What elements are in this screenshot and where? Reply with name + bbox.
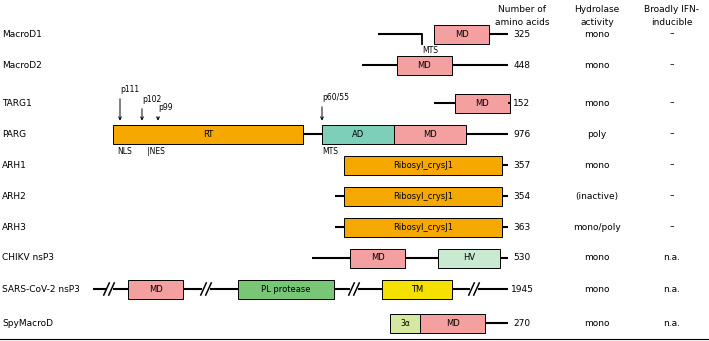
Text: HV: HV [463,253,475,263]
Text: MD: MD [476,99,489,107]
Text: |NES: |NES [147,147,165,155]
Text: 357: 357 [513,161,530,169]
Text: MD: MD [418,60,431,70]
Text: (inactive): (inactive) [576,192,618,201]
Bar [344,187,502,206]
Text: mono: mono [584,60,610,70]
Bar [434,25,489,44]
Bar [382,280,452,298]
Bar [397,56,452,74]
Text: NLS: NLS [117,147,132,155]
Text: 1945: 1945 [510,284,533,294]
Text: TM: TM [411,284,423,294]
Text: AD: AD [352,130,364,138]
Text: mono: mono [584,99,610,107]
Text: mono: mono [584,253,610,263]
Text: MD: MD [446,318,459,327]
Text: p102: p102 [142,95,161,104]
Text: ARH3: ARH3 [2,222,27,232]
Bar [344,218,502,237]
Text: mono: mono [584,284,610,294]
Text: 270: 270 [513,318,530,327]
Text: –: – [670,60,674,70]
Text: Ribosyl_crysJ1: Ribosyl_crysJ1 [393,161,453,169]
Text: 325: 325 [513,30,530,39]
Text: 976: 976 [513,130,530,138]
Text: MD: MD [423,130,437,138]
Text: MD: MD [454,30,469,39]
Text: poly: poly [587,130,607,138]
Text: PARG: PARG [2,130,26,138]
Text: 354: 354 [513,192,530,201]
Bar [113,124,303,144]
Text: MacroD2: MacroD2 [2,60,42,70]
Text: n.a.: n.a. [664,253,681,263]
Bar [322,124,394,144]
Text: Ribosyl_crysJ1: Ribosyl_crysJ1 [393,192,453,201]
Bar [394,124,466,144]
Bar [455,93,510,113]
Text: 448: 448 [513,60,530,70]
Text: 3α: 3α [400,318,410,327]
Text: –: – [670,30,674,39]
Bar [390,313,420,332]
Bar [128,280,183,298]
Text: n.a.: n.a. [664,284,681,294]
Text: 152: 152 [513,99,530,107]
Text: ARH1: ARH1 [2,161,27,169]
Text: SpyMacroD: SpyMacroD [2,318,53,327]
Text: CHIKV nsP3: CHIKV nsP3 [2,253,54,263]
Text: n.a.: n.a. [664,318,681,327]
Text: –: – [670,222,674,232]
Text: activity: activity [580,18,614,27]
Text: mono: mono [584,30,610,39]
Bar [438,249,500,267]
Text: p60/55: p60/55 [322,93,349,102]
Text: PL protease: PL protease [261,284,311,294]
Text: mono: mono [584,161,610,169]
Text: TARG1: TARG1 [2,99,32,107]
Text: MD: MD [149,284,162,294]
Text: amino acids: amino acids [495,18,549,27]
Text: Broadly IFN-: Broadly IFN- [644,5,700,14]
Text: MTS: MTS [322,147,338,155]
Text: –: – [670,192,674,201]
Bar [344,155,502,175]
Text: Hydrolase: Hydrolase [574,5,620,14]
Text: mono/poly: mono/poly [573,222,621,232]
Text: mono: mono [584,318,610,327]
Text: Ribosyl_crysJ1: Ribosyl_crysJ1 [393,222,453,232]
Text: RT: RT [203,130,213,138]
Text: p111: p111 [120,85,139,94]
Text: ARH2: ARH2 [2,192,27,201]
Bar [238,280,334,298]
Text: inducible: inducible [652,18,693,27]
Text: –: – [670,99,674,107]
Text: MacroD1: MacroD1 [2,30,42,39]
Bar [420,313,485,332]
Text: SARS-CoV-2 nsP3: SARS-CoV-2 nsP3 [2,284,80,294]
Text: MTS: MTS [422,45,438,55]
Text: –: – [670,161,674,169]
Bar [350,249,405,267]
Text: MD: MD [371,253,384,263]
Text: 363: 363 [513,222,530,232]
Text: p99: p99 [158,103,172,112]
Text: –: – [670,130,674,138]
Text: 530: 530 [513,253,530,263]
Text: Number of: Number of [498,5,546,14]
